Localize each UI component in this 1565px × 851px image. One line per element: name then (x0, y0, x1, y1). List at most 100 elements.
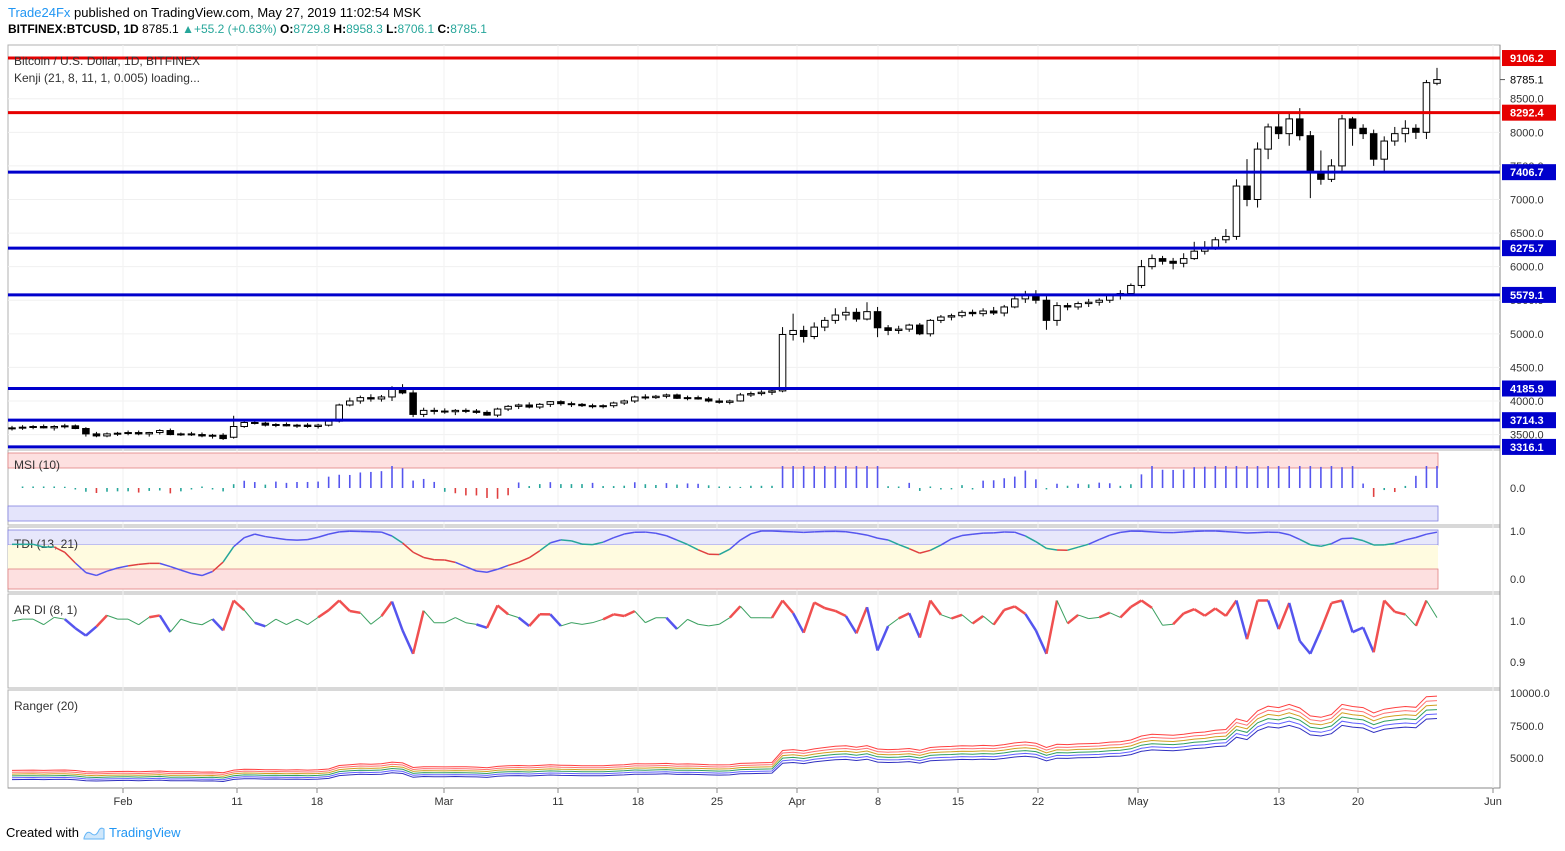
candle-down (282, 423, 291, 427)
tdi-line-segment (275, 537, 287, 541)
tdi-line-segment (1384, 542, 1395, 546)
ardi-line-segment (517, 616, 530, 627)
tdi-line-segment (1151, 531, 1163, 534)
ardi-line-segment (359, 612, 372, 625)
candle-up (103, 433, 111, 437)
ardi-line-segment (929, 599, 942, 616)
candle-up (683, 397, 692, 400)
candle-down (704, 398, 713, 402)
ardi-line-segment (918, 600, 932, 638)
ardi-line-segment (43, 616, 55, 626)
tdi-line-segment (1426, 531, 1438, 535)
ardi-line-segment (1361, 627, 1375, 653)
ardi-line-segment (485, 604, 499, 629)
tdi-line-segment (233, 537, 245, 548)
tradingview-brand[interactable]: TradingView (108, 825, 181, 840)
tdi-line-segment (718, 548, 731, 556)
candle-down (1306, 135, 1315, 174)
open-label: O: (280, 22, 294, 36)
ranger-band-line (11, 695, 1438, 774)
ardi-line-segment (560, 622, 572, 627)
ardi-line-segment (1235, 600, 1249, 640)
tdi-line-segment (117, 565, 129, 569)
candle-up (947, 315, 956, 318)
price-tick-label: 6500.0 (1510, 228, 1544, 240)
candle-up (240, 421, 248, 428)
ardi-line-segment (423, 610, 435, 624)
level-label-bg (1502, 240, 1556, 257)
candle-down (694, 397, 702, 400)
tdi-line-segment (1215, 530, 1226, 533)
candle-down (873, 311, 882, 329)
candle-down (462, 409, 470, 412)
ranger-tick-label: 5000.0 (1510, 753, 1544, 765)
ardi-tick-label: 0.9 (1510, 657, 1525, 669)
ardi-line-segment (1352, 626, 1364, 634)
tdi-lower-band (7, 568, 1439, 590)
ardi-line-segment (1277, 602, 1291, 630)
candle-up (536, 403, 544, 408)
ardi-line-segment (1003, 605, 1016, 612)
ardi-line-segment (581, 622, 593, 625)
tdi-tick-label: 0.0 (1510, 574, 1525, 586)
tdi-line-segment (645, 531, 656, 535)
tdi-line-segment (159, 562, 171, 568)
candle-up (1190, 250, 1198, 260)
tdi-line-segment (1035, 541, 1047, 550)
tdi-line-segment (1236, 531, 1248, 534)
candle-up (662, 394, 671, 397)
tdi-line-segment (465, 566, 477, 572)
ardi-line-segment (1309, 629, 1323, 655)
candle-down (578, 403, 586, 407)
candle-down (219, 434, 227, 440)
ardi-line-segment (1383, 599, 1396, 613)
level-label: 6275.7 (1510, 243, 1544, 255)
candle-up (789, 329, 797, 335)
ardi-line-segment (465, 622, 477, 625)
level-label: 4185.9 (1510, 383, 1544, 395)
level-label-bg (1502, 380, 1556, 397)
pane-frame-3 (7, 593, 1501, 689)
tdi-line-segment (1077, 543, 1089, 548)
tdi-line-segment (85, 571, 97, 577)
tdi-line-segment (1405, 536, 1417, 541)
tdi-line-segment (676, 539, 688, 546)
ardi-line-segment (676, 619, 688, 630)
ardi-line-segment (191, 622, 203, 626)
candle-up (599, 405, 607, 408)
ardi-line-segment (813, 601, 826, 610)
candle-up (1264, 126, 1272, 150)
tdi-line-segment (908, 547, 921, 554)
candle-down (1042, 299, 1051, 321)
ardi-line-segment (1172, 612, 1185, 626)
tdi-line-segment (887, 539, 899, 546)
tdi-line-segment (486, 568, 498, 573)
ardi-line-segment (1034, 629, 1048, 655)
candle-up (1084, 301, 1093, 305)
candle-up (747, 393, 755, 396)
ardi-line-segment (1066, 613, 1079, 625)
ardi-line-segment (296, 618, 308, 626)
level-label: 8292.4 (1510, 108, 1545, 120)
candle-up (1422, 82, 1431, 133)
candle-up (177, 433, 185, 436)
tdi-line-segment (1394, 539, 1406, 545)
candle-down (1158, 258, 1167, 262)
candle-down (198, 434, 206, 437)
candle-down (187, 433, 196, 436)
level-label: 9106.2 (1510, 53, 1544, 65)
ardi-line-segment (855, 606, 869, 634)
candle-down (1359, 127, 1367, 135)
price-tick-label: 8500.0 (1510, 94, 1544, 106)
ardi-line-segment (698, 623, 709, 627)
footer: Created with TradingView (6, 825, 181, 840)
candle-down (251, 421, 259, 424)
ardi-line-segment (708, 623, 720, 627)
low-label: L: (386, 22, 398, 36)
ardi-line-segment (201, 618, 213, 626)
publisher-name[interactable]: Trade24Fx (8, 5, 71, 20)
ardi-line-segment (221, 600, 235, 631)
candle-down (441, 410, 449, 413)
time-tick-label: Apr (788, 796, 805, 808)
